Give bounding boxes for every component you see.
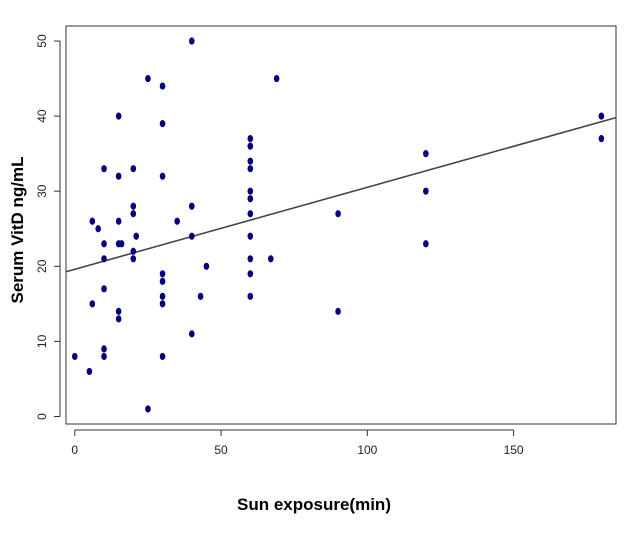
data-point xyxy=(118,240,125,248)
data-point xyxy=(101,255,107,263)
y-tick-label: 0 xyxy=(35,413,49,420)
data-point xyxy=(247,135,254,143)
y-tick-label: 40 xyxy=(35,109,49,123)
y-tick-label: 10 xyxy=(35,334,49,348)
data-point xyxy=(95,225,101,233)
data-point xyxy=(247,165,254,173)
data-point xyxy=(159,300,166,308)
data-point xyxy=(159,270,166,278)
data-point xyxy=(115,315,122,323)
trend-line xyxy=(65,116,617,273)
x-axis: 0 50 100 150 xyxy=(71,429,524,457)
data-point xyxy=(267,255,274,263)
data-point xyxy=(247,210,254,218)
data-point xyxy=(188,232,195,240)
data-point xyxy=(101,285,107,293)
data-point xyxy=(101,345,107,353)
data-point xyxy=(247,232,254,240)
data-point xyxy=(423,240,429,248)
plot-frame xyxy=(65,25,617,425)
data-point xyxy=(423,150,429,158)
data-point xyxy=(598,135,605,143)
data-point xyxy=(335,307,341,315)
y-tick-label: 20 xyxy=(35,259,49,273)
data-point xyxy=(130,202,137,210)
data-points xyxy=(71,37,605,413)
data-point xyxy=(197,292,204,300)
data-point xyxy=(159,277,166,285)
data-point xyxy=(188,202,195,210)
data-point xyxy=(145,74,151,83)
data-point xyxy=(130,165,137,173)
data-point xyxy=(203,262,210,270)
data-point xyxy=(273,74,280,83)
data-point xyxy=(247,292,254,300)
data-point xyxy=(115,307,122,315)
data-point xyxy=(71,352,78,361)
y-tick-label: 50 xyxy=(35,34,49,48)
data-point xyxy=(86,367,93,376)
data-point xyxy=(247,255,254,263)
data-point xyxy=(145,405,151,413)
data-point xyxy=(174,217,180,225)
data-point xyxy=(159,292,166,300)
data-point xyxy=(335,210,341,218)
data-point xyxy=(159,82,166,90)
data-point xyxy=(115,217,122,225)
data-point xyxy=(247,142,254,150)
data-point xyxy=(188,37,195,45)
data-point xyxy=(130,247,137,255)
data-point xyxy=(115,172,122,180)
data-point xyxy=(247,157,254,165)
y-tick-label: 30 xyxy=(35,184,49,198)
data-point xyxy=(133,232,140,240)
x-tick-label: 150 xyxy=(504,443,524,457)
data-point xyxy=(247,187,254,195)
data-point xyxy=(598,112,605,120)
data-point xyxy=(247,195,254,203)
data-point xyxy=(101,352,107,361)
x-tick-label: 100 xyxy=(357,443,377,457)
data-point xyxy=(188,330,195,338)
data-point xyxy=(247,270,254,278)
x-tick-label: 0 xyxy=(71,443,78,457)
data-point xyxy=(101,165,107,173)
x-axis-title: Sun exposure(min) xyxy=(237,495,391,514)
data-point xyxy=(423,187,429,195)
data-point xyxy=(159,352,166,361)
data-point xyxy=(89,217,96,225)
data-point xyxy=(130,210,137,218)
y-axis-title: Serum VitD ng/mL xyxy=(8,156,27,303)
data-point xyxy=(115,112,122,120)
data-point xyxy=(130,255,137,263)
data-point xyxy=(159,172,166,180)
data-point xyxy=(101,240,107,248)
y-axis: 0 10 20 30 40 50 xyxy=(35,34,61,420)
x-tick-label: 50 xyxy=(214,443,228,457)
data-point xyxy=(159,120,166,128)
data-point xyxy=(89,300,96,308)
